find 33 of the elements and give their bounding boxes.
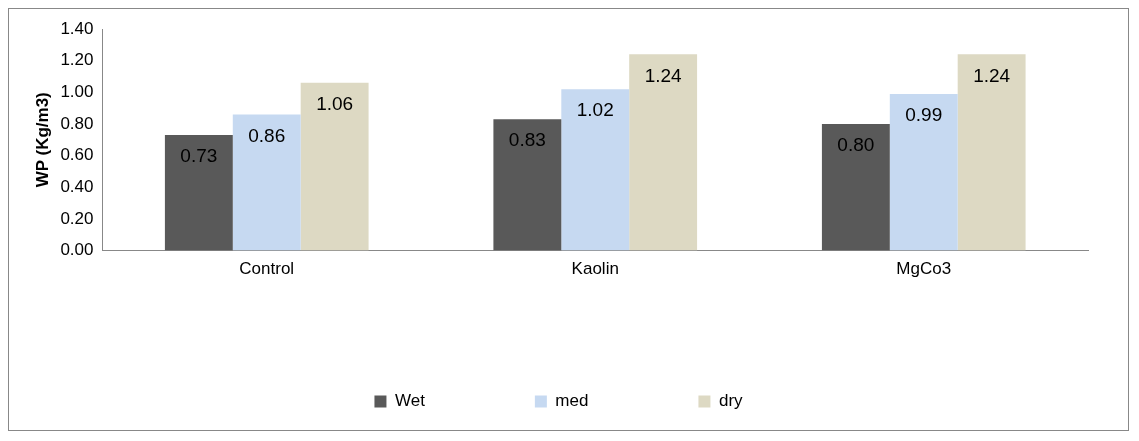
bar [889, 93, 958, 251]
x-tick-label: Kaolin [571, 259, 619, 279]
data-label: 0.86 [248, 124, 286, 146]
y-tick-label: 0.40 [60, 176, 94, 196]
data-label: 0.73 [180, 145, 218, 167]
data-label: 0.80 [837, 134, 875, 156]
y-axis-title: WP (Kg/m3) [32, 92, 52, 188]
bar [821, 123, 890, 251]
data-label: 0.99 [905, 104, 943, 126]
bar [232, 114, 301, 251]
x-tick-label: MgCo3 [896, 259, 952, 279]
data-label: 1.24 [973, 64, 1011, 86]
legend-label: Wet [394, 391, 426, 411]
y-tick-label: 1.00 [60, 82, 94, 101]
data-label: 1.02 [576, 99, 614, 121]
bar [300, 82, 369, 251]
bar [561, 89, 630, 251]
y-tick-label: 1.20 [60, 50, 94, 70]
y-tick-label: 0.00 [60, 240, 94, 260]
legend-label: med [555, 391, 589, 411]
bar [164, 135, 233, 251]
data-label: 1.24 [644, 64, 683, 86]
y-tick-label: 1.40 [60, 18, 94, 38]
y-tick-label: 0.60 [60, 145, 94, 165]
y-tick-label: 0.20 [60, 208, 94, 228]
legend-label: dry [718, 391, 744, 411]
bar [957, 54, 1026, 251]
bar [493, 119, 562, 251]
y-tick-label: 0.80 [60, 113, 94, 133]
data-label: 0.83 [508, 129, 546, 151]
data-label: 1.06 [316, 93, 354, 115]
bar [629, 54, 698, 251]
x-tick-label: Control [239, 259, 295, 279]
